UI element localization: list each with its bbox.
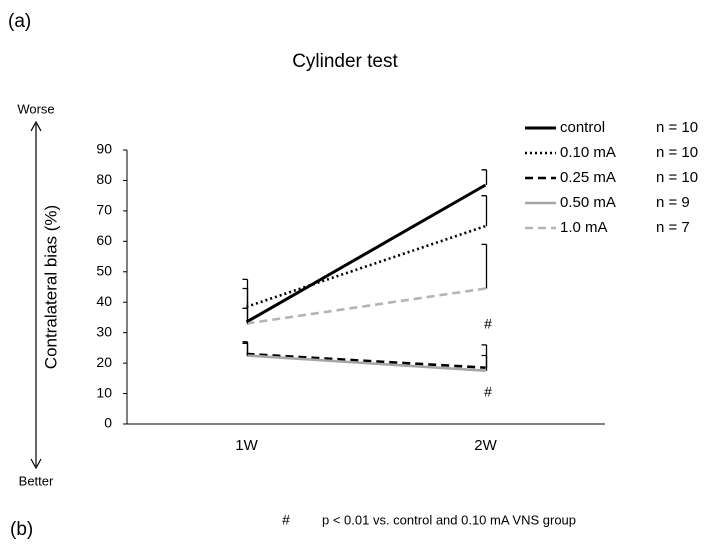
y-tick-label: 60 <box>96 232 112 248</box>
error-bar <box>481 243 488 289</box>
series-line <box>246 354 486 373</box>
legend-label: 0.50 mA <box>560 194 616 211</box>
footnote-symbol: # <box>282 512 290 528</box>
y-tick-label: 0 <box>104 415 112 431</box>
annotation: # <box>484 384 492 400</box>
legend-n: n = 10 <box>656 169 698 186</box>
error-bar <box>242 278 249 307</box>
y-tick-label: 40 <box>96 293 112 309</box>
series-line <box>246 287 486 325</box>
y-tick-label: 70 <box>96 202 112 218</box>
error-bar <box>481 344 488 371</box>
legend-n: n = 10 <box>656 144 698 161</box>
legend-n: n = 9 <box>656 194 690 211</box>
y-tick-label: 20 <box>96 354 112 370</box>
y-tick-label: 80 <box>96 171 112 187</box>
series-line <box>245 183 487 324</box>
error-bar <box>242 342 249 356</box>
error-bar <box>481 169 488 186</box>
legend-label: 1.0 mA <box>560 219 608 236</box>
legend-label: 0.25 mA <box>560 169 616 186</box>
annotation: # <box>484 316 492 332</box>
y-axis-label: Contralateral bias (%) <box>41 205 60 369</box>
chart-title: Cylinder test <box>292 51 398 72</box>
direction-label: Better <box>19 473 54 488</box>
legend-n: n = 7 <box>656 219 690 236</box>
arrow-head <box>30 120 42 470</box>
error-bar <box>481 195 488 227</box>
series-line <box>246 224 486 309</box>
legend-label: control <box>560 119 605 136</box>
panel-label: (b) <box>10 519 33 540</box>
x-tick-label: 2W <box>474 437 497 454</box>
footnote: p < 0.01 vs. control and 0.10 mA VNS gro… <box>322 512 576 527</box>
legend-n: n = 10 <box>656 119 698 136</box>
error-bar <box>242 287 249 323</box>
x-tick-label: 1W <box>235 437 258 454</box>
error-bar <box>242 307 249 324</box>
series-line <box>246 352 486 369</box>
direction-label: Worse <box>17 101 54 116</box>
y-tick-label: 90 <box>96 141 112 157</box>
y-tick-label: 30 <box>96 323 112 339</box>
panel-label: (a) <box>8 11 31 32</box>
y-tick-label: 50 <box>96 262 112 278</box>
error-bar <box>481 354 488 368</box>
legend-label: 0.10 mA <box>560 144 616 161</box>
y-tick-label: 10 <box>96 384 112 400</box>
